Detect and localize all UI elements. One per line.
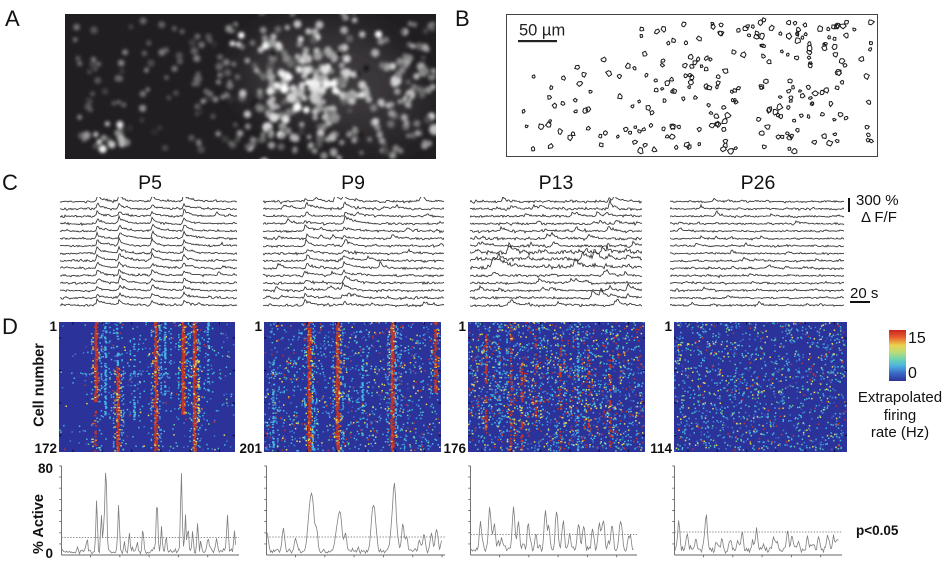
svg-text:50 µm: 50 µm: [519, 22, 565, 40]
